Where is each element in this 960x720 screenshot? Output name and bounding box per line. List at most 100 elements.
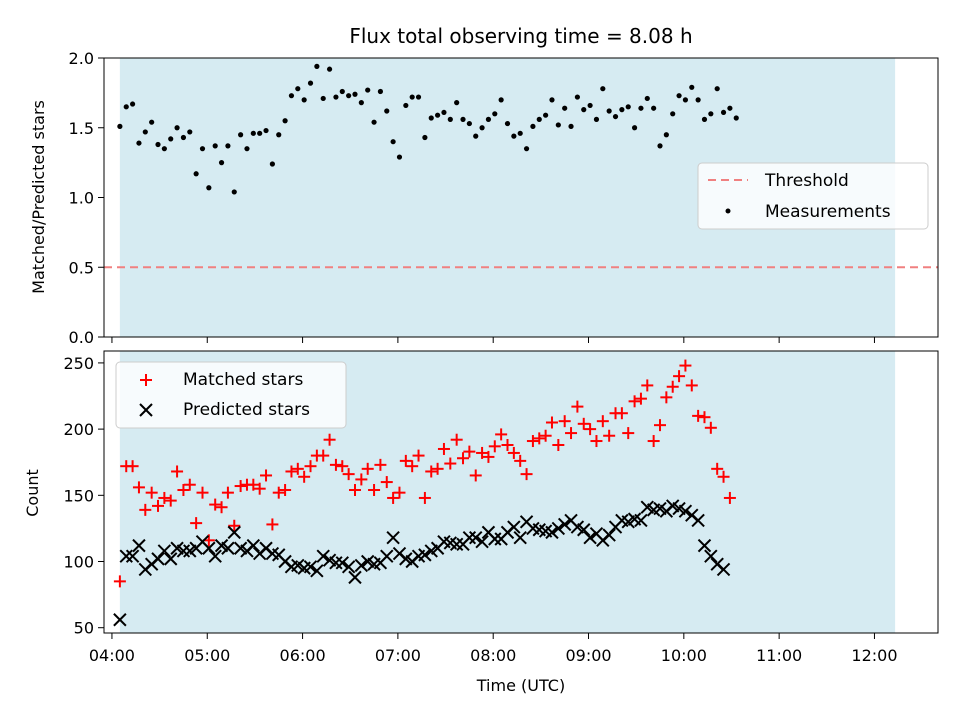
predicted-stars-point bbox=[583, 530, 597, 545]
bottom-legend: Matched stars Predicted stars bbox=[115, 361, 347, 429]
matched-stars-point bbox=[463, 445, 476, 458]
matched-stars-point bbox=[323, 433, 336, 446]
measurement-point bbox=[180, 134, 187, 141]
matched-stars-point bbox=[558, 415, 571, 428]
matched-stars-point bbox=[304, 460, 317, 473]
predicted-stars-point bbox=[208, 549, 222, 563]
measurement-point bbox=[218, 160, 225, 166]
matched-stars-point bbox=[520, 468, 533, 481]
measurement-point bbox=[485, 116, 492, 122]
matched-stars-point bbox=[469, 469, 482, 482]
measurement-point bbox=[326, 66, 333, 72]
measurement-point bbox=[396, 154, 403, 160]
predicted-stars-point bbox=[348, 570, 362, 585]
y-tick-label: 0.0 bbox=[69, 328, 94, 347]
predicted-stars-point bbox=[704, 549, 718, 563]
matched-stars-point bbox=[171, 465, 184, 478]
matched-stars-point bbox=[291, 462, 304, 475]
matched-stars-point bbox=[285, 465, 298, 478]
legend-matched-label: Matched stars bbox=[183, 370, 303, 390]
matched-stars-point bbox=[113, 575, 126, 588]
predicted-stars-point bbox=[678, 504, 693, 518]
predicted-stars-point bbox=[469, 530, 483, 545]
measurement-point bbox=[238, 132, 244, 138]
matched-stars-point bbox=[647, 435, 660, 448]
matched-stars-point bbox=[336, 460, 349, 473]
x-tick-label: 06:00 bbox=[280, 646, 326, 665]
y-tick-label: 150 bbox=[63, 486, 94, 505]
measurement-point bbox=[549, 97, 555, 103]
matched-stars-point bbox=[126, 460, 139, 473]
y-tick-label: 200 bbox=[63, 420, 94, 439]
measurement-point bbox=[142, 129, 148, 135]
top-panel: 0.00.51.01.52.0 Matched/Predicted stars … bbox=[29, 49, 939, 347]
matched-stars-point bbox=[437, 442, 450, 455]
measurement-point bbox=[295, 86, 301, 92]
measurement-point bbox=[466, 120, 472, 127]
matched-stars-point bbox=[425, 465, 438, 478]
matched-stars-point bbox=[399, 454, 412, 467]
matched-stars-point bbox=[711, 462, 724, 475]
matched-stars-point bbox=[221, 486, 234, 499]
measurement-point bbox=[288, 93, 295, 99]
measurement-point bbox=[257, 130, 263, 136]
predicted-stars-point bbox=[602, 528, 616, 542]
measurement-point bbox=[676, 93, 682, 99]
measurement-point bbox=[714, 86, 720, 92]
predicted-stars-point bbox=[380, 549, 394, 563]
y-tick-label: 100 bbox=[63, 553, 94, 572]
legend-matched-swatch bbox=[140, 374, 152, 386]
matched-stars-point bbox=[317, 449, 330, 462]
measurement-point bbox=[212, 143, 218, 149]
predicted-stars-point bbox=[303, 560, 318, 574]
measurement-point bbox=[269, 161, 275, 167]
measurement-point bbox=[358, 100, 364, 106]
matched-stars-point bbox=[641, 379, 654, 392]
matched-stars-point bbox=[571, 400, 584, 413]
measurement-point bbox=[479, 125, 485, 131]
matched-stars-point bbox=[526, 435, 539, 448]
predicted-stars-point bbox=[551, 521, 566, 536]
matched-stars-point bbox=[266, 518, 279, 531]
measurement-point bbox=[276, 132, 282, 138]
measurement-point bbox=[250, 130, 256, 136]
matched-stars-point bbox=[260, 469, 273, 482]
matched-stars-point bbox=[507, 446, 520, 459]
bottom-y-axis-label: Count bbox=[23, 469, 42, 517]
predicted-stars-point bbox=[577, 523, 591, 537]
y-tick-label: 50 bbox=[74, 619, 94, 638]
measurement-point bbox=[193, 171, 199, 177]
predicted-stars-point bbox=[418, 548, 432, 562]
measurement-point bbox=[390, 139, 396, 145]
legend-predicted-label: Predicted stars bbox=[183, 400, 310, 420]
measurement-point bbox=[593, 116, 600, 122]
matched-stars-point bbox=[374, 458, 387, 471]
predicted-stars-point bbox=[176, 544, 191, 558]
predicted-stars-point bbox=[125, 549, 140, 563]
predicted-stars-point bbox=[462, 530, 477, 545]
matched-stars-point bbox=[450, 433, 463, 446]
predicted-stars-point bbox=[697, 538, 712, 553]
predicted-stars-point bbox=[545, 525, 559, 540]
x-tick-label: 07:00 bbox=[375, 646, 421, 665]
matched-stars-point bbox=[361, 462, 374, 475]
measurement-point bbox=[701, 116, 708, 122]
matched-stars-point bbox=[272, 486, 285, 499]
predicted-stars-point bbox=[475, 534, 489, 549]
matched-stars-point bbox=[234, 480, 247, 493]
predicted-stars-point bbox=[164, 552, 178, 566]
matched-stars-point bbox=[679, 359, 692, 372]
measurement-point bbox=[682, 97, 689, 103]
bottom-axes-frame bbox=[103, 350, 939, 634]
matched-stars-point bbox=[190, 517, 203, 530]
matched-stars-point bbox=[628, 395, 641, 408]
measurement-point bbox=[371, 119, 377, 125]
measurement-point bbox=[149, 119, 155, 125]
matched-stars-point bbox=[698, 411, 711, 424]
measurement-point bbox=[206, 185, 212, 191]
matched-stars-point bbox=[355, 473, 368, 486]
bottom-panel: 50 100 150 200 250 04:00 05:00 06:00 07:00 08:00… bbox=[23, 350, 939, 695]
matched-stars-point bbox=[329, 458, 342, 471]
measurement-point bbox=[492, 111, 498, 117]
